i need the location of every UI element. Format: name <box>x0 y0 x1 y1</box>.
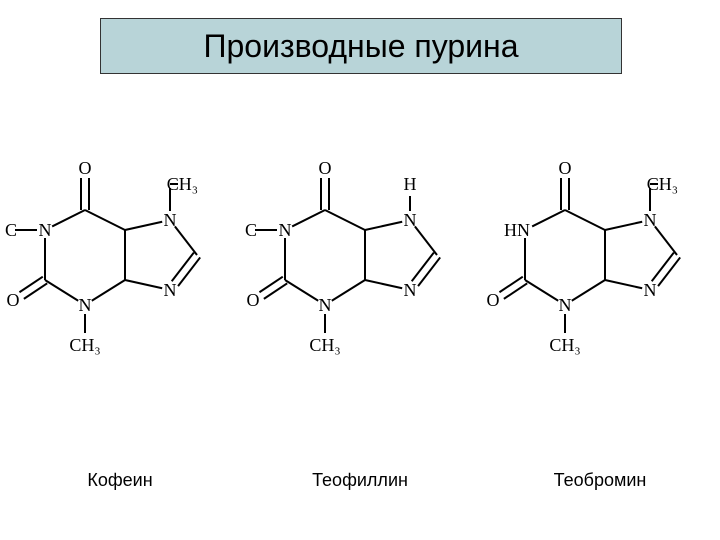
labels-row: Кофеин Теофиллин Теобромин <box>0 470 720 491</box>
theophylline-svg: N N N N O O H₃C CH₃ H <box>245 110 475 430</box>
svg-text:N: N <box>79 295 92 315</box>
svg-text:HN: HN <box>504 220 530 240</box>
label-theobromine: Теобромин <box>485 470 715 491</box>
svg-text:O: O <box>487 290 500 310</box>
svg-text:H₃C: H₃C <box>245 220 257 240</box>
svg-text:CH₃: CH₃ <box>309 335 340 355</box>
svg-text:CH₃: CH₃ <box>549 335 580 355</box>
caffeine-svg: NNNNOOH₃CCH₃CH₃ <box>5 110 235 430</box>
molecule-caffeine: NNNNOOH₃CCH₃CH₃ <box>5 110 235 430</box>
theobromine-svg: NNNOOHNCH₃CH₃ <box>485 110 715 430</box>
svg-text:O: O <box>319 158 332 178</box>
svg-text:N: N <box>559 295 572 315</box>
svg-text:N: N <box>164 280 177 300</box>
title-box: Производные пурина <box>100 18 622 74</box>
svg-text:N: N <box>644 210 657 230</box>
svg-text:O: O <box>7 290 20 310</box>
svg-text:N: N <box>644 280 657 300</box>
svg-text:H: H <box>404 174 417 194</box>
svg-text:H₃C: H₃C <box>5 220 17 240</box>
svg-text:N: N <box>39 220 52 240</box>
svg-text:N: N <box>404 210 417 230</box>
svg-text:N: N <box>279 220 292 240</box>
svg-text:O: O <box>559 158 572 178</box>
molecule-theophylline: N N N N O O H₃C CH₃ H <box>245 110 475 430</box>
label-caffeine: Кофеин <box>5 470 235 491</box>
molecule-theobromine: NNNOOHNCH₃CH₃ <box>485 110 715 430</box>
molecules-row: NNNNOOH₃CCH₃CH₃ NNNNOOH₃CCH₃H NNNOOHNCH₃… <box>0 110 720 450</box>
label-theophylline: Теофиллин <box>245 470 475 491</box>
svg-text:CH₃: CH₃ <box>69 335 100 355</box>
svg-text:N: N <box>164 210 177 230</box>
svg-text:N: N <box>404 280 417 300</box>
svg-text:O: O <box>247 290 260 310</box>
svg-text:O: O <box>79 158 92 178</box>
title-text: Производные пурина <box>203 28 518 64</box>
svg-text:N: N <box>319 295 332 315</box>
